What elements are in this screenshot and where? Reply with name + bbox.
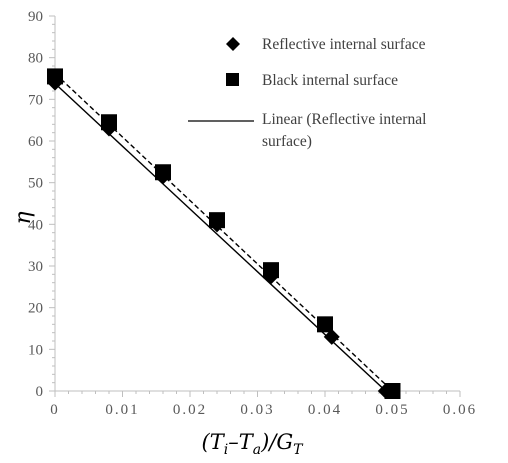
y-axis-ticks: 0 10 20 30 40 50 60 70 80 90: [28, 9, 55, 400]
legend-label-black: Black internal surface: [262, 72, 398, 89]
legend-label-reflective: Reflective internal surface: [262, 36, 426, 53]
data-point-square: [209, 212, 225, 229]
x-title-part: (T: [202, 430, 226, 454]
data-markers: [47, 68, 401, 399]
legend-label-linear-line2: surface): [262, 133, 312, 150]
data-point-square: [317, 316, 333, 333]
legend: Reflective internal surface Black intern…: [188, 36, 430, 150]
y-tick-label: 60: [28, 134, 43, 150]
data-point-square: [101, 114, 117, 131]
x-tick-label: 0.06: [443, 402, 477, 418]
x-tick-label: 0.04: [308, 402, 342, 418]
y-tick-label: 20: [28, 301, 43, 317]
legend-square-marker: [226, 73, 239, 86]
x-title-part: )/G: [260, 430, 293, 454]
x-title-sub: T: [293, 442, 304, 458]
data-point-square: [155, 164, 171, 181]
data-point-square: [47, 68, 63, 85]
data-point-square: [384, 383, 401, 399]
x-tick-label: 0: [50, 402, 60, 418]
legend-label-linear-line1: Linear (Reflective internal: [262, 111, 426, 128]
legend-label-linear: Linear (Reflective internal surface): [262, 111, 430, 150]
x-tick-label: 0.01: [105, 402, 139, 418]
x-axis-ticks: 0 0.01 0.02 0.03 0.04 0.05 0.06: [50, 391, 477, 418]
x-tick-label: 0.05: [375, 402, 409, 418]
x-tick-label: 0.03: [240, 402, 274, 418]
x-title-sub: a: [253, 442, 261, 458]
y-tick-label: 40: [28, 217, 43, 233]
legend-diamond-marker: [226, 37, 240, 51]
y-tick-label: 30: [28, 259, 43, 275]
y-tick-label: 50: [28, 176, 43, 192]
y-tick-label: 0: [36, 384, 44, 400]
y-axis-title: η: [11, 211, 36, 224]
x-axis-title: (Ti–Ta)/GT: [202, 430, 305, 458]
y-tick-label: 70: [28, 92, 43, 108]
x-title-sub: i: [224, 442, 228, 458]
y-tick-label: 90: [28, 9, 43, 25]
data-point-square: [263, 262, 279, 279]
data-point-diamond: [323, 328, 340, 345]
y-tick-label: 80: [28, 51, 43, 67]
y-tick-label: 10: [28, 342, 43, 358]
plot-area: 0 0.01 0.02 0.03 0.04 0.05 0.06 0 10 20 30 40 50 60 7…: [28, 9, 477, 418]
x-tick-label: 0.02: [173, 402, 207, 418]
x-title-part: –T: [228, 430, 255, 454]
